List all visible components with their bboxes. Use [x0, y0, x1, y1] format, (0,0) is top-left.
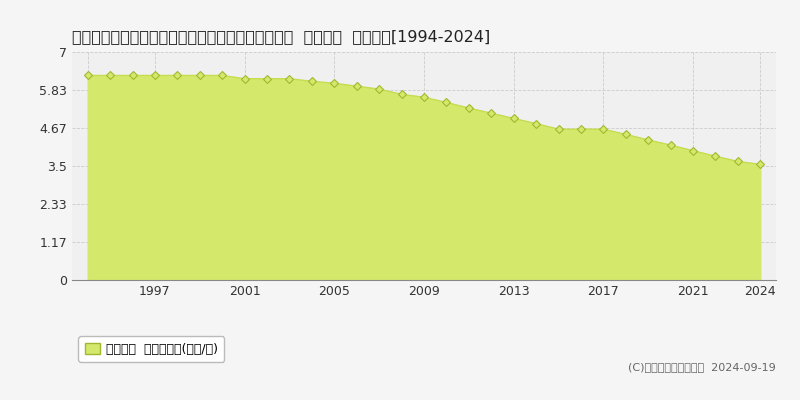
Text: 宮崎県西諸県郡高原町大字西麓字上大迫３３３番４  公示地価  地価推移[1994-2024]: 宮崎県西諸県郡高原町大字西麓字上大迫３３３番４ 公示地価 地価推移[1994-2… [72, 29, 490, 44]
Text: (C)土地価格ドットコム  2024-09-19: (C)土地価格ドットコム 2024-09-19 [628, 362, 776, 372]
Legend: 公示地価  平均坪単価(万円/坪): 公示地価 平均坪単価(万円/坪) [78, 336, 224, 362]
